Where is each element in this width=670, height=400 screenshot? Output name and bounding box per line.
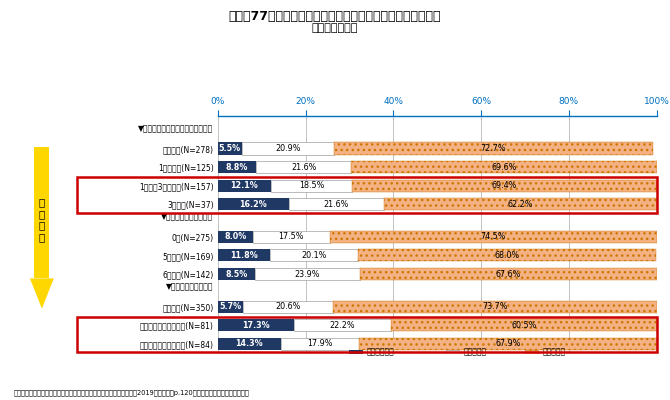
Bar — [360, 268, 657, 280]
Bar — [218, 250, 269, 262]
Text: ▼介護のための休暇日数: ▼介護のための休暇日数 — [161, 213, 213, 222]
Text: 資料）労働政策研究・研修機構「家族の介護と就業に関する調査」（2019年）　本書p.120を元に作成　対象：現職雇用者: 資料）労働政策研究・研修機構「家族の介護と就業に関する調査」（2019年） 本書… — [13, 389, 249, 396]
Text: 続けられない: 続けられない — [367, 348, 395, 357]
Text: 8.8%: 8.8% — [226, 163, 249, 172]
Text: 16.2%: 16.2% — [239, 200, 267, 209]
Bar — [242, 142, 334, 154]
Text: 67.6%: 67.6% — [496, 270, 521, 278]
Text: 62.2%: 62.2% — [507, 200, 533, 209]
Text: 69.4%: 69.4% — [492, 181, 517, 190]
Text: 20.1%: 20.1% — [301, 251, 326, 260]
Bar — [218, 231, 253, 243]
Bar — [218, 161, 257, 173]
Text: わからない: わからない — [464, 348, 486, 357]
Text: （介護継続者）: （介護継続者） — [312, 23, 358, 33]
Bar — [218, 300, 243, 313]
Bar — [350, 350, 362, 354]
Text: 18.5%: 18.5% — [299, 181, 324, 190]
Text: 続けられる: 続けられる — [543, 348, 565, 357]
Text: 67.9%: 67.9% — [495, 339, 521, 348]
Text: 5.5%: 5.5% — [219, 144, 241, 153]
Text: ▼介護のために必要な連続休暇期間: ▼介護のために必要な連続休暇期間 — [138, 124, 213, 134]
Bar — [359, 338, 657, 350]
Text: 12.1%: 12.1% — [230, 181, 258, 190]
Bar — [334, 142, 653, 154]
Bar — [289, 198, 384, 210]
Bar — [358, 250, 656, 262]
Bar — [330, 231, 657, 243]
Bar — [218, 268, 255, 280]
Bar — [281, 338, 359, 350]
Bar — [218, 180, 271, 192]
Bar — [218, 198, 289, 210]
Bar — [255, 268, 360, 280]
Text: 5.7%: 5.7% — [219, 302, 241, 311]
Text: 20.9%: 20.9% — [275, 144, 301, 153]
Polygon shape — [34, 147, 50, 278]
Bar — [218, 319, 293, 331]
Text: 20.6%: 20.6% — [275, 302, 301, 311]
Text: 68.0%: 68.0% — [494, 251, 519, 260]
Text: ▼短時間勤務の必要性: ▼短時間勤務の必要性 — [166, 282, 213, 292]
Bar — [77, 178, 657, 212]
Text: 8.5%: 8.5% — [225, 270, 247, 278]
Bar — [218, 338, 281, 350]
Bar — [271, 180, 352, 192]
Text: 21.6%: 21.6% — [324, 200, 349, 209]
Text: 72.7%: 72.7% — [480, 144, 506, 153]
Text: 69.6%: 69.6% — [491, 163, 517, 172]
Text: 23.9%: 23.9% — [295, 270, 320, 278]
Text: 60.5%: 60.5% — [511, 321, 537, 330]
Bar — [293, 319, 391, 331]
Bar — [391, 319, 657, 331]
Bar — [257, 161, 351, 173]
Bar — [253, 231, 330, 243]
Text: 17.3%: 17.3% — [242, 321, 269, 330]
Bar — [351, 161, 657, 173]
Text: シート77　両立支援ニーズの有無別　主観的介護離職リスク: シート77 両立支援ニーズの有無別 主観的介護離職リスク — [228, 10, 442, 23]
Bar — [333, 300, 657, 313]
Bar — [243, 300, 333, 313]
Bar — [525, 350, 538, 354]
Text: 73.7%: 73.7% — [482, 302, 508, 311]
Text: 代
替
可
能: 代 替 可 能 — [39, 197, 45, 242]
Bar — [352, 180, 657, 192]
Bar — [384, 198, 657, 210]
Bar — [77, 317, 657, 352]
Bar — [446, 350, 459, 354]
Text: 22.2%: 22.2% — [330, 321, 355, 330]
Text: 14.3%: 14.3% — [235, 339, 263, 348]
Text: 17.5%: 17.5% — [279, 232, 304, 241]
Text: 11.8%: 11.8% — [230, 251, 257, 260]
Text: 74.5%: 74.5% — [480, 232, 506, 241]
Text: 8.0%: 8.0% — [224, 232, 247, 241]
Bar — [269, 250, 358, 262]
Text: 21.6%: 21.6% — [291, 163, 316, 172]
Polygon shape — [30, 278, 54, 309]
Bar — [218, 142, 242, 154]
Text: 17.9%: 17.9% — [307, 339, 332, 348]
